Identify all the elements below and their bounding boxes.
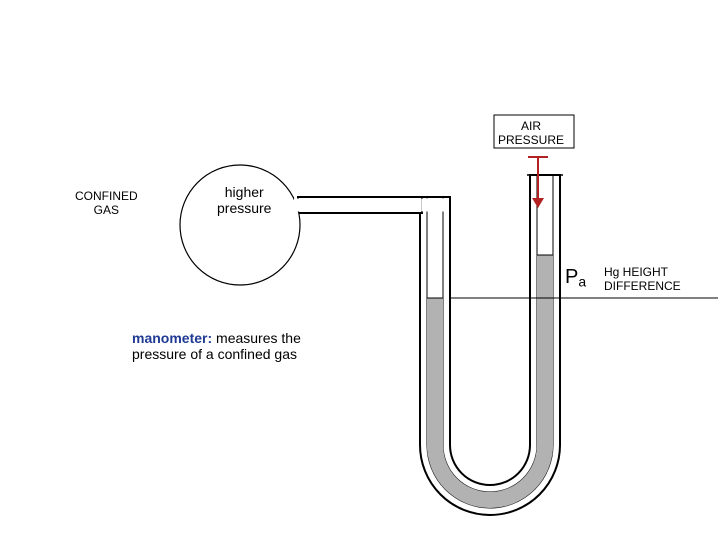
air-pressure-label: AIR PRESSURE <box>498 120 564 148</box>
connector-tube <box>298 197 422 213</box>
connector-joint-mask <box>421 199 449 212</box>
hg-height-label: Hg HEIGHT DIFFERENCE <box>604 266 681 294</box>
confined-gas-line2: GAS <box>94 203 119 217</box>
air-pressure-line1: AIR <box>521 119 541 133</box>
confined-gas-label: CONFINED GAS <box>75 190 138 218</box>
higher-pressure-line1: higher <box>225 184 264 200</box>
hg-height-line2: DIFFERENCE <box>604 279 681 293</box>
pa-main: P <box>565 266 578 288</box>
higher-pressure-label: higher pressure <box>217 184 271 216</box>
pa-sub: a <box>578 273 586 289</box>
confined-gas-line1: CONFINED <box>75 189 138 203</box>
hg-height-line1: Hg HEIGHT <box>604 265 668 279</box>
manometer-rest2: pressure of a confined gas <box>132 346 297 362</box>
gas-bulb <box>180 165 300 285</box>
higher-pressure-line2: pressure <box>217 200 271 216</box>
manometer-definition: manometer: measures the pressure of a co… <box>132 330 301 362</box>
bulb-joint-mask <box>294 199 306 212</box>
air-pressure-line2: PRESSURE <box>498 133 564 147</box>
pa-label: Pa <box>565 266 586 289</box>
manometer-word: manometer: <box>132 330 212 346</box>
manometer-rest1: measures the <box>212 330 301 346</box>
